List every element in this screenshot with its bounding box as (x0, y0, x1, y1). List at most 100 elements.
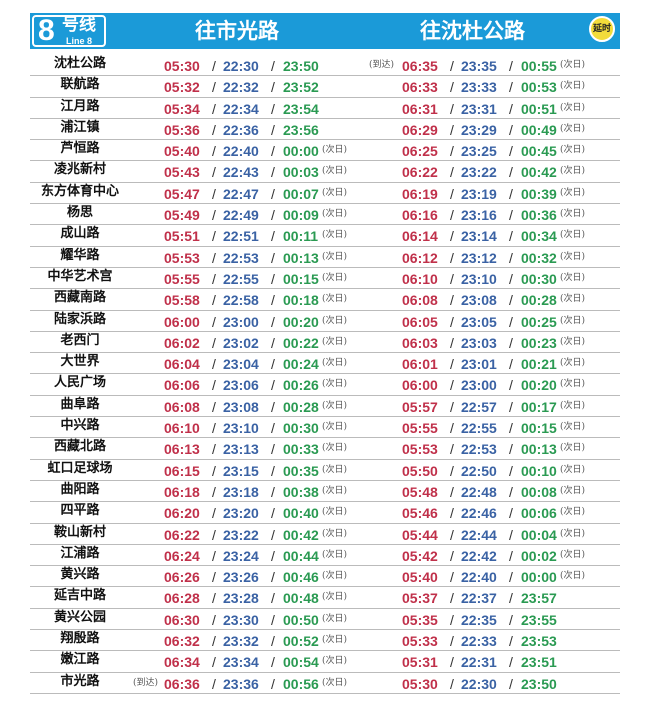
toward-shiguang-last-train: 23:06 (223, 377, 259, 394)
next-day-label: (次日) (322, 571, 348, 582)
next-day-label: (次日) (322, 251, 348, 262)
toward-shiguang-first-train: 05:55 (164, 270, 200, 287)
separator: / (450, 270, 454, 287)
station-name: 西藏南路 (53, 290, 106, 306)
toward-shendu-first-train: 06:29 (402, 121, 438, 138)
toward-shiguang-last-train: 23:20 (223, 505, 259, 522)
toward-shiguang-last-train: 23:28 (223, 590, 259, 607)
toward-shendu-first-train: 06:08 (402, 292, 438, 309)
separator: / (450, 526, 454, 543)
toward-shiguang-last-train: 22:51 (223, 228, 259, 245)
toward-shiguang-first-train: 06:08 (164, 398, 200, 415)
next-day-label: (次日) (560, 315, 586, 326)
separator: / (271, 505, 275, 522)
separator: / (450, 249, 454, 266)
toward-shendu-extended-last-train: 00:51 (521, 100, 557, 117)
separator: / (271, 249, 275, 266)
separator: / (509, 270, 513, 287)
toward-shendu-first-train: 06:22 (402, 164, 438, 181)
station-name: 人民广场 (53, 375, 106, 391)
toward-shiguang-last-train: 23:24 (223, 547, 259, 564)
toward-shiguang-last-train: 23:22 (223, 526, 259, 543)
toward-shiguang-extended-last-train: 00:11 (283, 228, 319, 245)
toward-shendu-extended-last-train: 23:57 (521, 590, 557, 607)
toward-shendu-extended-last-train: 00:15 (521, 420, 557, 437)
separator: / (212, 313, 216, 330)
toward-shiguang-last-train: 22:40 (223, 143, 259, 160)
delay-badge-icon: 延时 (589, 16, 615, 42)
next-day-label: (次日) (322, 209, 348, 220)
separator: / (509, 441, 513, 458)
toward-shiguang-extended-last-train: 00:44 (283, 547, 319, 564)
toward-shiguang-extended-last-train: 23:52 (283, 79, 319, 96)
toward-shendu-extended-last-train: 23:50 (521, 675, 557, 692)
toward-shendu-extended-last-train: 00:17 (521, 398, 557, 415)
toward-shendu-extended-last-train: 00:13 (521, 441, 557, 458)
separator: / (450, 228, 454, 245)
toward-shendu-extended-last-train: 00:49 (521, 121, 557, 138)
toward-shiguang-extended-last-train: 00:28 (283, 398, 319, 415)
next-day-label: (次日) (322, 230, 348, 241)
separator: / (509, 143, 513, 160)
separator: / (509, 164, 513, 181)
next-day-label: (次日) (322, 677, 348, 688)
toward-shendu-last-train: 22:42 (461, 547, 497, 564)
toward-shiguang-extended-last-train: 00:40 (283, 505, 319, 522)
separator: / (212, 121, 216, 138)
next-day-label: (次日) (322, 400, 348, 411)
separator: / (271, 270, 275, 287)
separator: / (271, 398, 275, 415)
separator: / (212, 143, 216, 160)
separator: / (509, 569, 513, 586)
next-day-label: (次日) (560, 422, 586, 433)
separator: / (212, 526, 216, 543)
station-name: 虹口足球场 (47, 460, 113, 476)
next-day-label: (次日) (560, 528, 586, 539)
table-row: 老西门 06:02/23:02/00:22 (次日) 06:03/23:03/00:2… (30, 332, 620, 354)
toward-shendu-first-train: 06:10 (402, 270, 438, 287)
next-day-label: (次日) (322, 422, 348, 433)
separator: / (509, 377, 513, 394)
next-day-label: (次日) (560, 123, 586, 134)
toward-shiguang-extended-last-train: 00:48 (283, 590, 319, 607)
toward-shendu-first-train: 06:33 (402, 79, 438, 96)
separator: / (450, 398, 454, 415)
toward-shendu-first-train: 05:37 (402, 590, 438, 607)
next-day-label: (次日) (560, 251, 586, 262)
next-day-label: (次日) (322, 592, 348, 603)
toward-shiguang-first-train: 05:51 (164, 228, 200, 245)
separator: / (212, 185, 216, 202)
line-logo: 8 号线 Line 8 (30, 13, 108, 49)
toward-shendu-first-train: 05:46 (402, 505, 438, 522)
table-row: 四平路 06:20/23:20/00:40 (次日) 05:46/22:46/00:0… (30, 502, 620, 524)
toward-shiguang-first-train: 05:49 (164, 207, 200, 224)
separator: / (450, 675, 454, 692)
station-name: 黄兴公园 (53, 609, 106, 625)
station-name: 耀华路 (60, 247, 100, 263)
next-day-label: (次日) (322, 528, 348, 539)
separator: / (450, 569, 454, 586)
separator: / (212, 249, 216, 266)
toward-shendu-last-train: 22:46 (461, 505, 497, 522)
toward-shiguang-last-train: 23:00 (223, 313, 259, 330)
toward-shiguang-first-train: 06:02 (164, 334, 200, 351)
separator: / (212, 292, 216, 309)
separator: / (450, 611, 454, 628)
toward-shendu-extended-last-train: 00:30 (521, 270, 557, 287)
toward-shiguang-first-train: 05:36 (164, 121, 200, 138)
toward-shendu-extended-last-train: 00:45 (521, 143, 557, 160)
toward-shendu-first-train: 05:30 (402, 675, 438, 692)
toward-shiguang-first-train: 06:18 (164, 483, 200, 500)
toward-shendu-last-train: 23:16 (461, 207, 497, 224)
separator: / (509, 185, 513, 202)
toward-shendu-last-train: 22:48 (461, 483, 497, 500)
station-name: 曲阜路 (60, 396, 100, 412)
next-day-label: (次日) (322, 358, 348, 369)
separator: / (509, 398, 513, 415)
separator: / (271, 58, 275, 74)
separator: / (212, 377, 216, 394)
toward-shiguang-last-train: 23:13 (223, 441, 259, 458)
toward-shiguang-extended-last-train: 00:56 (283, 675, 319, 692)
station-name: 江浦路 (60, 545, 100, 561)
line-number: 8 (38, 14, 55, 47)
